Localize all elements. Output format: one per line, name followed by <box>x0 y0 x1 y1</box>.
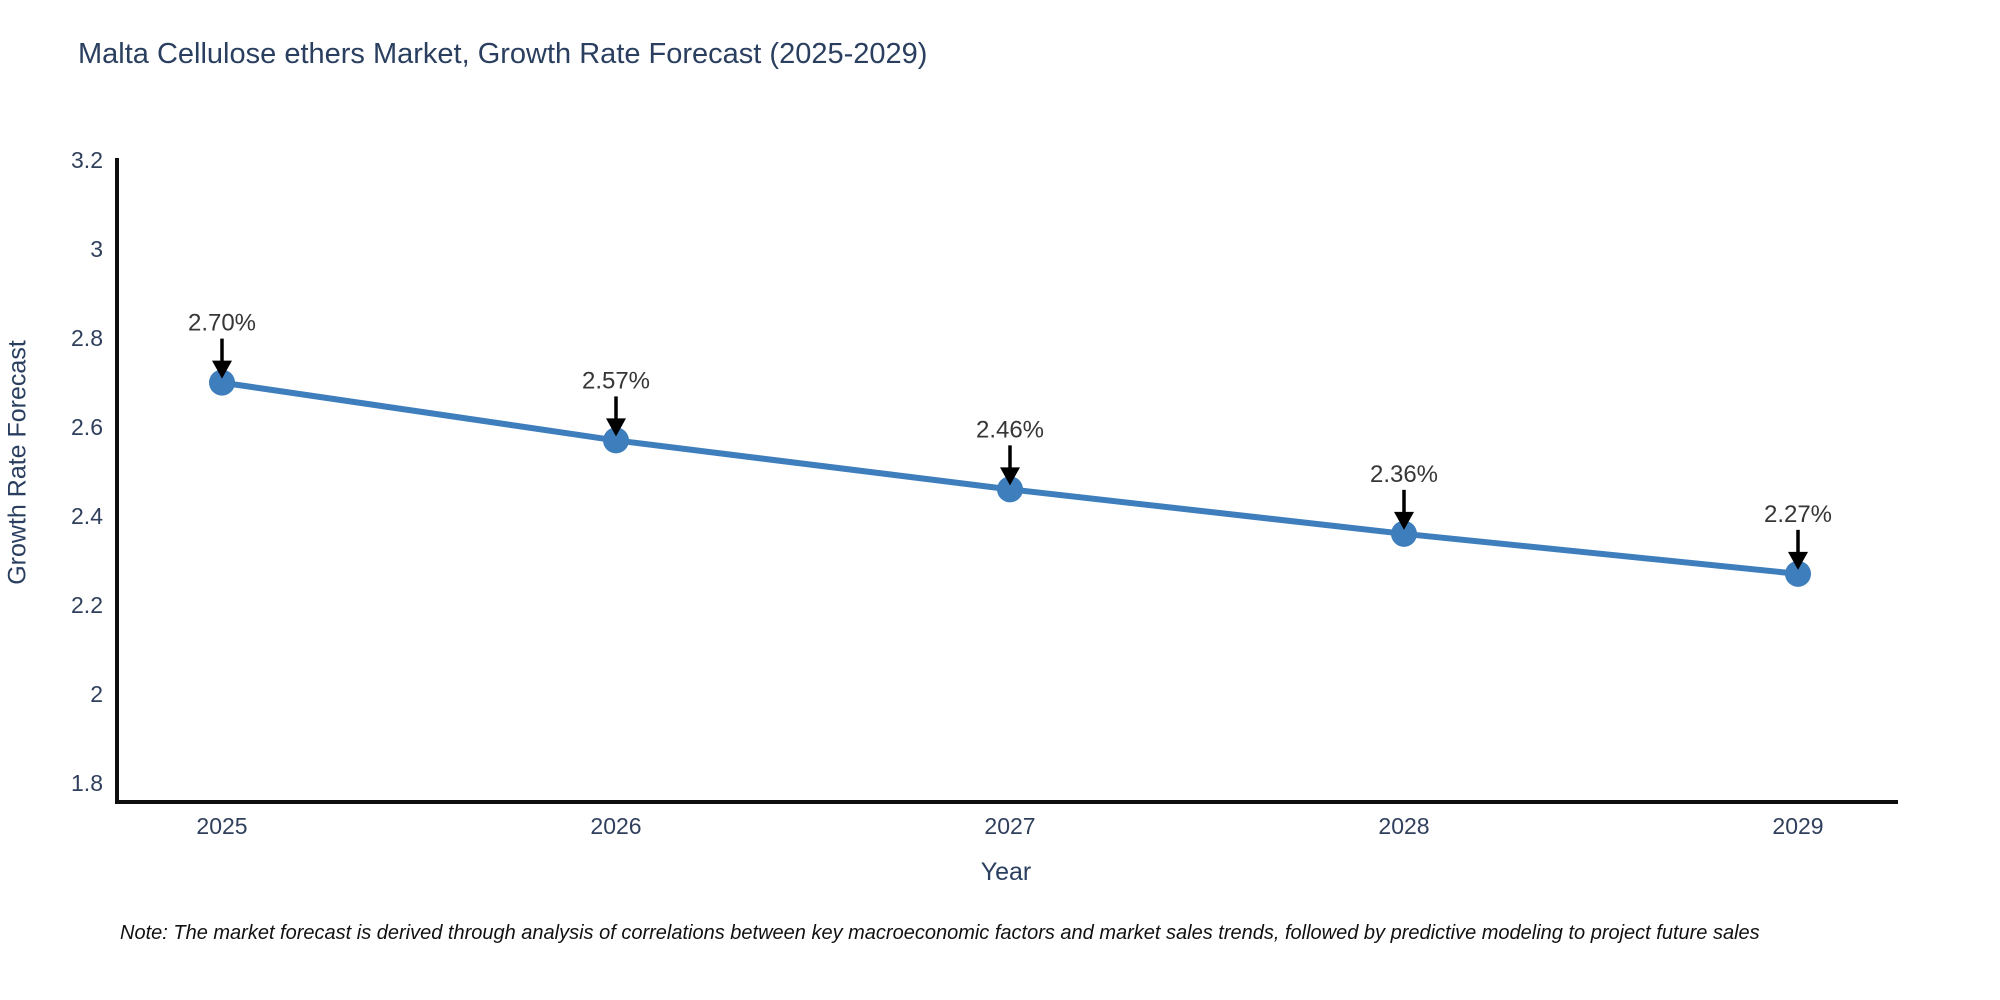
x-tick-label: 2029 <box>1772 813 1823 839</box>
y-tick-label: 2.2 <box>71 592 103 618</box>
y-tick-label: 2 <box>90 681 103 707</box>
x-tick-label: 2028 <box>1378 813 1429 839</box>
x-tick-label: 2026 <box>590 813 641 839</box>
annotation-arrow-head <box>1394 511 1414 530</box>
data-point-label: 2.36% <box>1370 461 1438 488</box>
footnote: Note: The market forecast is derived thr… <box>120 922 1760 944</box>
y-tick-label: 3 <box>90 236 103 262</box>
data-point-label: 2.27% <box>1764 501 1832 528</box>
annotation-arrow-head <box>606 418 626 437</box>
y-tick-label: 1.8 <box>71 770 103 796</box>
data-point-label: 2.70% <box>188 310 256 337</box>
x-tick-label: 2027 <box>984 813 1035 839</box>
data-point-marker-2029[interactable] <box>1785 560 1811 587</box>
y-tick-label: 3.2 <box>71 147 103 173</box>
y-tick-label: 2.8 <box>71 325 103 351</box>
y-tick-label: 2.6 <box>71 414 103 440</box>
annotation-arrow-head <box>212 360 232 379</box>
data-point-marker-2025[interactable] <box>209 369 235 396</box>
data-point-label: 2.46% <box>976 416 1044 443</box>
x-tick-label: 2025 <box>196 813 247 839</box>
data-point-marker-2028[interactable] <box>1391 520 1417 547</box>
annotation-arrow-head <box>1000 467 1020 486</box>
data-point-marker-2026[interactable] <box>603 427 629 454</box>
data-point-marker-2027[interactable] <box>997 476 1023 503</box>
x-axis-title: Year <box>980 858 1032 886</box>
data-point-label: 2.57% <box>582 367 650 394</box>
y-tick-label: 2.4 <box>71 503 103 529</box>
chart-title: Malta Cellulose ethers Market, Growth Ra… <box>78 38 928 70</box>
annotation-arrow-head <box>1788 551 1808 570</box>
